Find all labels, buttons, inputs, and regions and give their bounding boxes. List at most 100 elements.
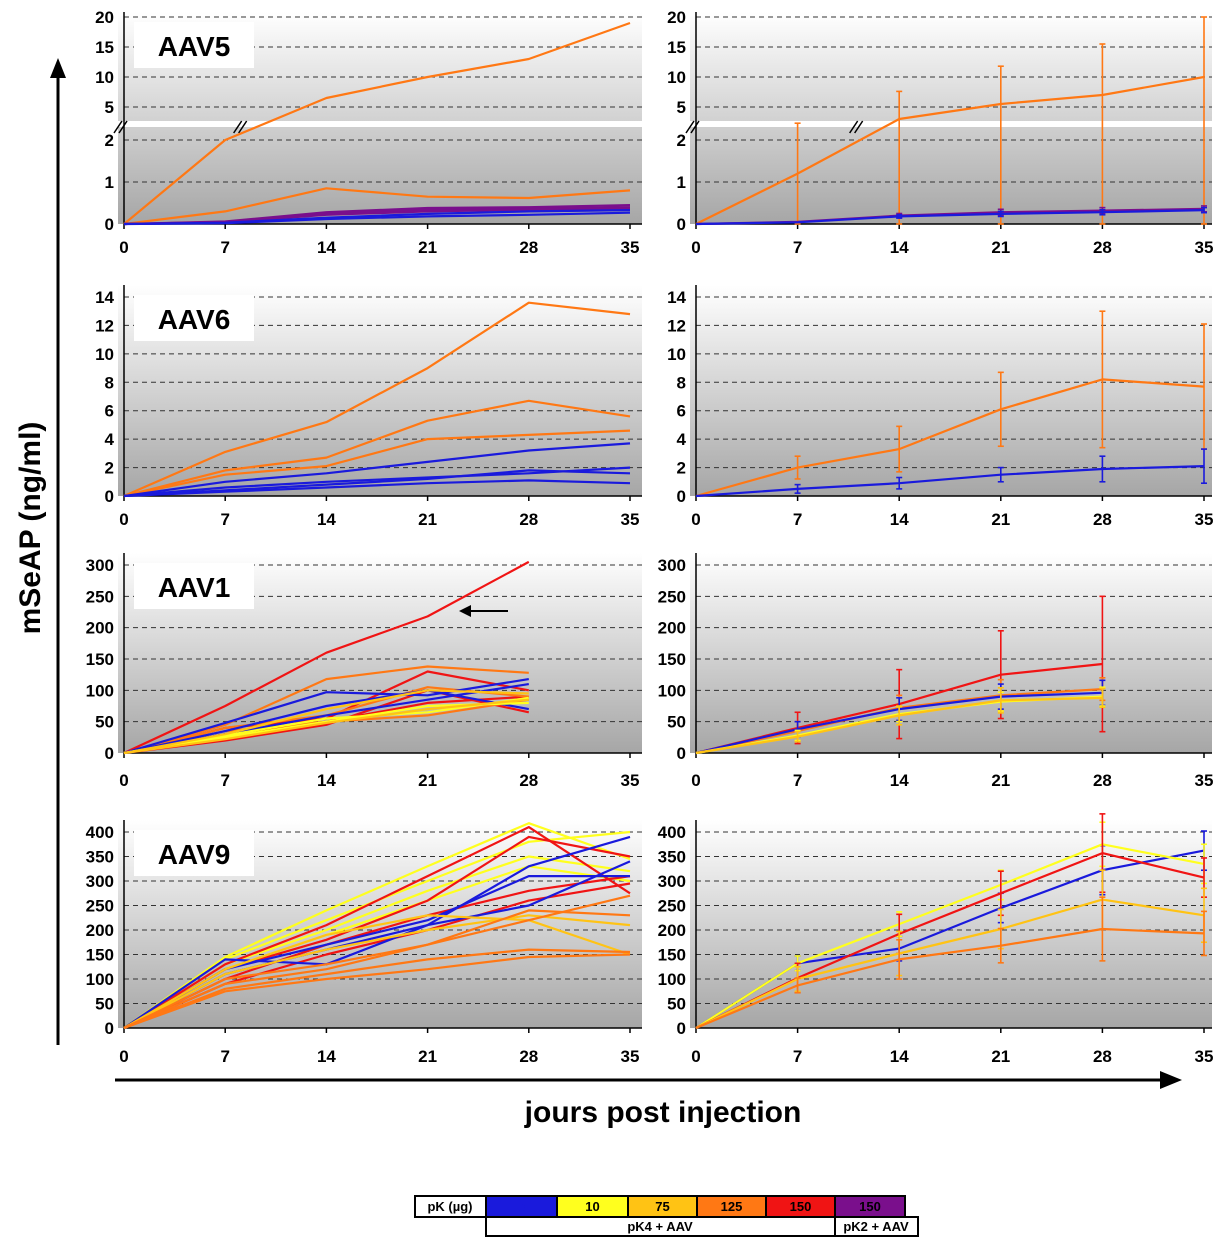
x-tick-label: 35 [1195, 771, 1214, 790]
series-line-7 [123, 479, 631, 498]
x-tick-label: 0 [691, 771, 700, 790]
y-tick-label: 50 [95, 995, 114, 1014]
y-tick-label: 350 [658, 848, 686, 867]
y-tick-label: 200 [658, 921, 686, 940]
x-tick-label: 28 [1093, 1047, 1112, 1066]
x-tick-label: 7 [220, 771, 229, 790]
panel-8: 0 50 100 150 200 250 300 350 400 0 7 14 21 28 35 [658, 813, 1214, 1066]
x-tick-label: 14 [317, 1047, 336, 1066]
panel-1: 0 1 2 5 10 15 20 0 7 14 21 28 35 AAV5 [95, 8, 642, 257]
series-line-1 [123, 301, 631, 498]
x-tick-label: 28 [1093, 771, 1112, 790]
y-tick-label: 10 [95, 345, 114, 364]
legend-swatch-label-5: 150 [790, 1199, 812, 1214]
y-tick-label: 0 [105, 215, 114, 234]
series-line-1 [123, 21, 631, 225]
series-line-1 [123, 822, 631, 1029]
x-tick-label: 21 [418, 1047, 437, 1066]
y-tick-label: 400 [658, 823, 686, 842]
axis-break-mark [854, 120, 864, 134]
y-tick-label: 8 [105, 373, 114, 392]
legend-header: pK (µg) [427, 1199, 472, 1214]
x-tick-label: 21 [991, 510, 1010, 529]
y-tick-label: 100 [658, 970, 686, 989]
x-tick-label: 7 [793, 510, 802, 529]
axis-break-mark [118, 120, 128, 134]
y-tick-label: 300 [658, 872, 686, 891]
x-tick-label: 14 [890, 1047, 909, 1066]
x-tick-label: 7 [220, 238, 229, 257]
panel-title: AAV6 [158, 304, 231, 335]
x-tick-label: 35 [621, 238, 640, 257]
series-line-7 [123, 211, 631, 226]
series-line-14 [123, 698, 529, 755]
y-tick-label: 100 [86, 970, 114, 989]
y-tick-label: 100 [86, 681, 114, 700]
series-line-5 [695, 927, 1205, 1030]
x-tick-label: 14 [890, 238, 909, 257]
series-line-4 [695, 898, 1205, 1029]
panel-7: 0 50 100 150 200 250 300 350 400 0 7 14 21 28 35 AAV9 [86, 820, 642, 1066]
series-line-2 [123, 187, 631, 226]
y-tick-label: 150 [86, 946, 114, 965]
y-tick-label: 300 [86, 556, 114, 575]
y-tick-label: 250 [658, 897, 686, 916]
legend-swatch-label-2: 10 [585, 1199, 599, 1214]
x-axis-title: jours post injection [524, 1096, 802, 1129]
y-tick-label: 6 [105, 402, 114, 421]
x-tick-label: 35 [1195, 1047, 1214, 1066]
x-tick-label: 0 [119, 1047, 128, 1066]
y-tick-label: 5 [105, 98, 114, 117]
y-tick-label: 200 [86, 619, 114, 638]
legend-swatch-label-1: 0 [518, 1199, 525, 1214]
plot-background [690, 285, 1212, 496]
y-tick-label: 12 [667, 316, 686, 335]
x-tick-label: 7 [793, 771, 802, 790]
y-tick-label: 2 [677, 459, 686, 478]
axis-break-mark [849, 120, 859, 134]
panel-6: 0 50 100 150 200 250 300 0 7 14 21 28 35 [658, 553, 1214, 790]
panel-title: AAV1 [158, 572, 231, 603]
x-tick-label: 14 [890, 510, 909, 529]
y-tick-label: 0 [105, 744, 114, 763]
y-tick-label: 15 [95, 38, 114, 57]
y-tick-label: 0 [677, 487, 686, 506]
plot-background [690, 553, 1212, 753]
legend-swatch-label-4: 125 [721, 1199, 743, 1214]
y-tick-label: 10 [95, 68, 114, 87]
y-tick-label: 300 [658, 556, 686, 575]
x-tick-label: 21 [991, 1047, 1010, 1066]
panel-5: 0 50 100 150 200 250 300 0 7 14 21 28 35 AAV1 [86, 553, 642, 790]
y-tick-label: 0 [105, 487, 114, 506]
series-line-1 [695, 378, 1205, 498]
series-line-5 [123, 466, 631, 498]
y-tick-label: 200 [86, 921, 114, 940]
x-tick-label: 21 [418, 771, 437, 790]
panel-4: 0 2 4 6 8 10 12 14 0 7 14 21 28 35 [667, 285, 1213, 529]
legend-group2: pK2 + AAV [843, 1219, 909, 1234]
y-tick-label: 50 [667, 995, 686, 1014]
axis-break-mark [685, 120, 695, 134]
panel-2: 0 1 2 5 10 15 20 0 7 14 21 28 35 [667, 8, 1213, 257]
y-tick-label: 150 [86, 650, 114, 669]
series-line-2 [695, 843, 1205, 1029]
series-line-3 [123, 429, 631, 498]
x-tick-label: 14 [317, 771, 336, 790]
x-tick-label: 0 [691, 510, 700, 529]
legend-swatch-label-6: 150 [859, 1199, 881, 1214]
panel-title: AAV5 [158, 31, 231, 62]
series-line-2 [695, 465, 1205, 498]
legend-group2-box [834, 1216, 919, 1237]
series-line-8 [123, 678, 529, 755]
y-tick-label: 250 [86, 897, 114, 916]
panel-title-box [134, 295, 254, 341]
legend: pK (µg) 0 10 75 125 150 150 pK4 + AAV pK2 + A… [414, 1195, 919, 1237]
legend-swatches: 0 10 75 125 150 150 [485, 1195, 906, 1218]
y-tick-label: 5 [677, 98, 686, 117]
series-line-9 [123, 835, 631, 1029]
y-tick-label: 50 [667, 713, 686, 732]
y-tick-label: 0 [677, 744, 686, 763]
axis-break-mark [690, 120, 700, 134]
y-tick-label: 1 [105, 173, 114, 192]
